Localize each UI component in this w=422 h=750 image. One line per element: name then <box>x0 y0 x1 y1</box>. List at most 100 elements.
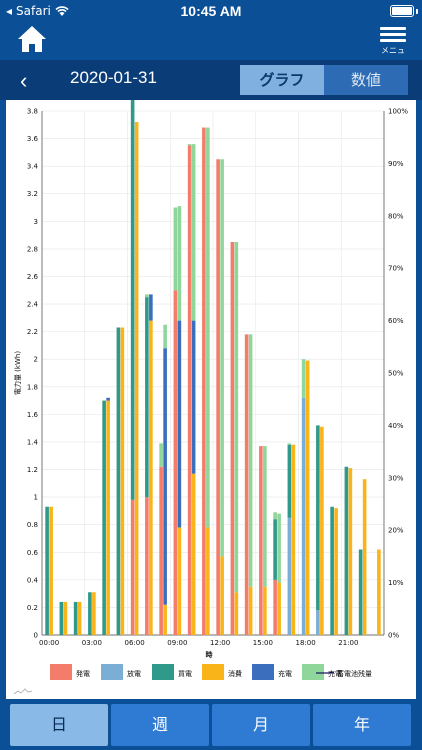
y2-tick-label: 60% <box>388 317 404 325</box>
legend-label: 売電 <box>328 669 342 678</box>
bar-segment <box>159 443 163 467</box>
bar-segment <box>287 443 292 445</box>
y-tick-label: 0.8 <box>27 521 38 529</box>
back-to-app-icon[interactable]: ◂ <box>6 4 13 18</box>
bar-segment <box>344 466 349 635</box>
x-tick-label: 06:00 <box>125 639 145 647</box>
bar-segment <box>92 592 96 635</box>
legend-swatch <box>302 664 324 680</box>
bar-segment <box>263 446 267 587</box>
y-tick-label: 2.4 <box>27 301 39 309</box>
tab-values[interactable]: 数値 <box>324 65 408 95</box>
y-tick-label: 2.6 <box>27 273 39 281</box>
tab-year[interactable]: 年 <box>313 704 411 746</box>
y-tick-label: 0.4 <box>27 576 39 584</box>
bar-segment <box>287 517 292 635</box>
bar-segment <box>277 582 281 635</box>
y2-tick-label: 40% <box>388 422 404 430</box>
bar-segment <box>273 519 277 580</box>
bar-segment <box>102 400 106 635</box>
y-tick-label: 1.6 <box>27 411 39 419</box>
legend-swatch <box>152 664 174 680</box>
legend-label: 蓄電池残量 <box>337 669 372 678</box>
bar-segment <box>287 444 292 518</box>
legend-label: 発電 <box>76 669 90 678</box>
bar-segment <box>244 334 249 635</box>
period-tabbar: 日 週 月 年 <box>0 700 422 750</box>
x-axis-label: 時 <box>206 650 213 659</box>
bar-segment <box>216 159 220 635</box>
y2-tick-label: 70% <box>388 265 404 273</box>
y2-tick-label: 50% <box>388 370 404 378</box>
bar-segment <box>220 556 224 635</box>
bar-segment <box>177 320 182 528</box>
tab-month[interactable]: 月 <box>212 704 310 746</box>
y-tick-label: 3.8 <box>27 108 38 116</box>
bar-segment <box>145 497 149 635</box>
bar-segment <box>377 549 381 635</box>
bar-segment <box>59 601 64 635</box>
x-tick-label: 12:00 <box>210 639 230 647</box>
chart-card: 0 0.2 0.4 0.6 0.8 1 1.2 1.4 1.6 1.8 2 2.2 2.4 2.6 2.8 3… <box>6 100 416 699</box>
legend-label: 買電 <box>178 670 192 678</box>
x-tick-label: 00:00 <box>39 639 59 647</box>
bar-segment <box>259 446 263 635</box>
bar-segment <box>191 473 196 635</box>
mini-sparkline <box>13 688 33 695</box>
bar-segment <box>277 513 281 583</box>
y-tick-label: 1 <box>34 494 38 502</box>
bar-segment <box>173 207 178 291</box>
y-tick-label: 3.4 <box>27 163 39 171</box>
bar-segment <box>63 601 68 635</box>
bar-segment <box>202 127 206 636</box>
bar-segment <box>301 359 306 398</box>
tab-week[interactable]: 週 <box>111 704 209 746</box>
y-tick-label: 3 <box>34 218 38 226</box>
y-tick-label: 2.2 <box>27 328 38 336</box>
bar-segment <box>273 579 277 635</box>
legend-label: 放電 <box>127 669 141 678</box>
menu-button[interactable]: メニュー <box>378 24 408 66</box>
wifi-icon <box>55 6 69 16</box>
bar-segment <box>248 586 253 635</box>
bar-segment <box>358 549 363 635</box>
home-icon <box>18 26 46 52</box>
bar-segment <box>273 512 277 520</box>
bar-segment <box>163 604 167 635</box>
bar-segment <box>362 479 367 635</box>
y-tick-label: 1.8 <box>27 383 38 391</box>
legend-swatch <box>50 664 72 680</box>
bar-segment <box>305 360 310 635</box>
date-title: 2020-01-31 <box>70 68 157 87</box>
bar-segment <box>149 320 153 635</box>
bar-segment <box>120 327 125 635</box>
x-tick-label: 03:00 <box>82 639 102 647</box>
status-bar: ◂ Safari 10:45 AM <box>0 0 422 22</box>
y-tick-label: 2 <box>34 356 38 364</box>
tab-graph[interactable]: グラフ <box>240 65 324 95</box>
bar-segment <box>348 468 353 635</box>
bar-segment <box>206 127 210 528</box>
bar-segment <box>234 592 239 635</box>
previous-date-button[interactable]: ‹ <box>20 68 28 93</box>
bar-segment <box>248 334 253 587</box>
bar-segment <box>320 426 324 635</box>
bar-segment <box>334 508 338 635</box>
bar-segment <box>159 466 163 635</box>
y2-tick-label: 10% <box>388 579 404 587</box>
bar-segment <box>191 320 196 474</box>
tab-day[interactable]: 日 <box>10 704 108 746</box>
bar-segment <box>106 400 110 635</box>
y-tick-label: 3.6 <box>27 135 39 143</box>
date-header: ‹ 2020-01-31 グラフ 数値 <box>0 60 422 100</box>
y2-tick-label: 100% <box>388 108 408 116</box>
bar-segment <box>45 506 49 635</box>
bar-segment <box>206 527 210 635</box>
y2-tick-label: 30% <box>388 474 404 482</box>
bar-segment <box>130 100 135 500</box>
bar-segment <box>130 499 135 635</box>
home-button[interactable] <box>16 24 48 54</box>
bar-segment <box>291 444 296 635</box>
y-axis-label: 電力量 (kWh) <box>13 351 22 395</box>
legend-swatch <box>252 664 274 680</box>
